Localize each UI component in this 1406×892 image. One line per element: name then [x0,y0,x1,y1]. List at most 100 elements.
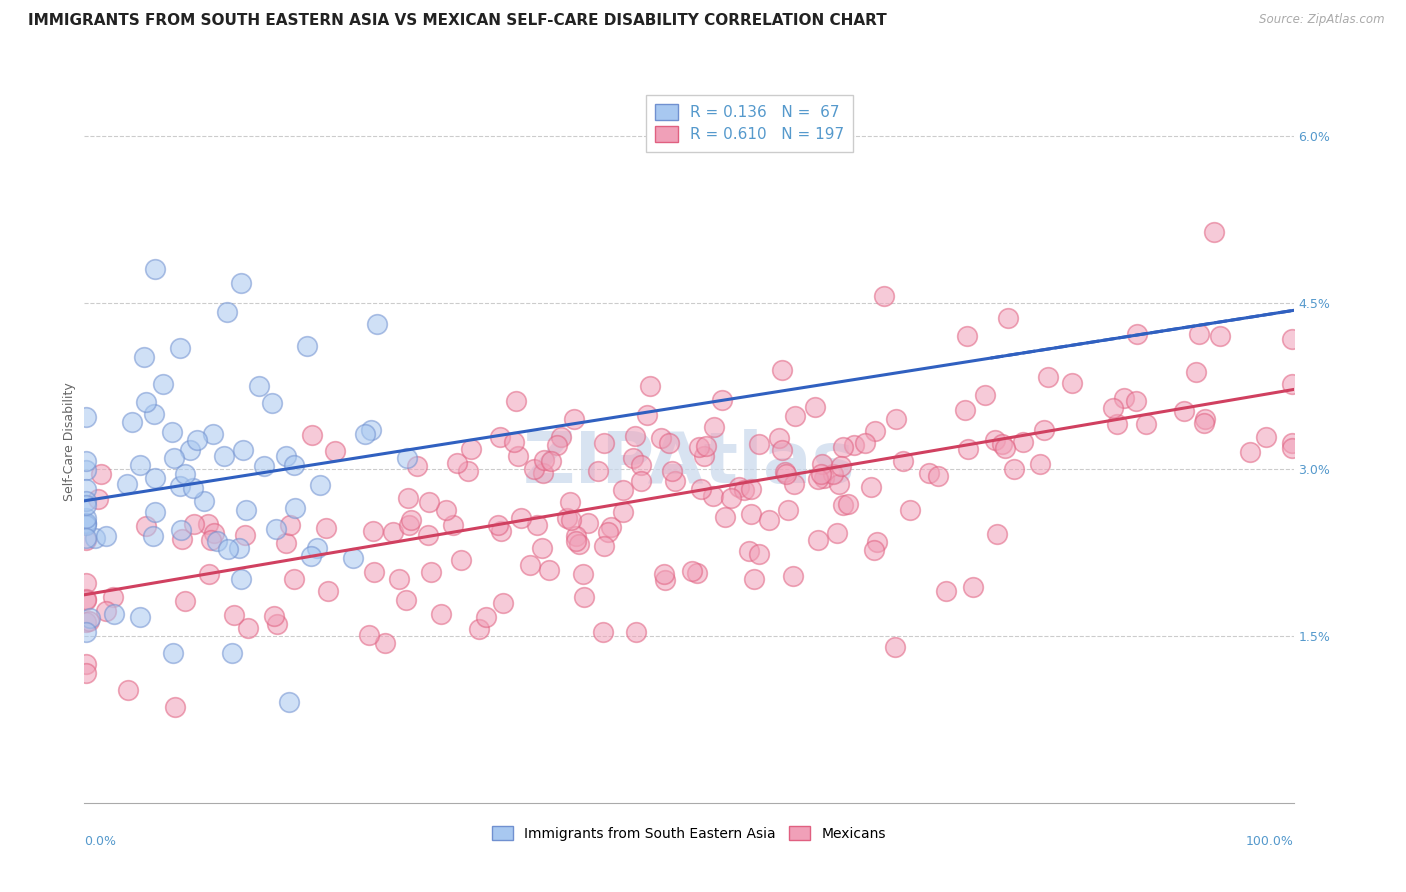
Point [170,532,193,546]
Point [533,452,555,467]
Point [169,341,191,355]
Text: 0.0%: 0.0% [84,835,117,848]
Point [636,408,658,422]
Point [519,558,541,573]
Point [994,441,1017,455]
Point [197,566,219,581]
Point [884,412,907,426]
Point [446,456,468,470]
Point [217,541,239,556]
Point [624,625,647,640]
Point [418,495,440,509]
Point [599,520,621,534]
Point [695,439,717,453]
Point [956,329,979,343]
Legend: Immigrants from South Eastern Asia, Mexicans: Immigrants from South Eastern Asia, Mexi… [486,821,891,847]
Point [75,591,97,606]
Point [853,435,876,450]
Point [772,363,794,377]
Point [748,548,770,562]
Point [75,454,97,468]
Point [143,505,166,519]
Point [828,476,851,491]
Point [388,572,411,586]
Point [450,553,472,567]
Point [174,467,197,481]
Point [75,493,97,508]
Point [571,567,593,582]
Point [420,566,443,580]
Point [253,459,276,474]
Point [1173,404,1195,418]
Point [323,444,346,458]
Point [405,459,427,474]
Point [430,607,453,622]
Point [612,505,634,519]
Point [416,528,439,542]
Point [284,500,307,515]
Point [654,574,676,588]
Point [807,472,830,486]
Point [842,437,865,451]
Point [201,427,224,442]
Point [398,518,420,533]
Point [738,544,761,558]
Point [927,469,949,483]
Point [664,474,686,488]
Point [179,443,201,458]
Point [247,379,270,393]
Point [962,580,984,594]
Point [193,494,215,508]
Point [474,609,496,624]
Point [460,442,482,456]
Point [986,526,1008,541]
Point [782,569,804,583]
Point [316,583,339,598]
Point [733,483,755,497]
Point [75,511,97,525]
Point [115,476,138,491]
Point [468,622,491,636]
Point [215,305,238,319]
Point [623,450,645,465]
Point [395,450,418,465]
Point [359,627,381,641]
Point [143,262,166,277]
Point [75,409,97,424]
Point [1209,328,1232,343]
Point [170,523,193,537]
Point [77,614,100,628]
Point [142,529,165,543]
Point [135,518,157,533]
Point [658,436,681,450]
Point [90,467,112,482]
Point [374,635,396,649]
Point [770,442,793,457]
Point [1114,391,1136,405]
Point [121,416,143,430]
Point [395,593,418,607]
Point [630,475,652,489]
Text: 100.0%: 100.0% [1246,835,1294,848]
Text: IMMIGRANTS FROM SOUTH EASTERN ASIA VS MEXICAN SELF-CARE DISABILITY CORRELATION C: IMMIGRANTS FROM SOUTH EASTERN ASIA VS ME… [28,13,887,29]
Point [546,437,568,451]
Point [202,525,225,540]
Point [221,646,243,660]
Point [75,665,97,680]
Point [825,526,848,541]
Point [557,510,579,524]
Point [264,523,287,537]
Point [307,541,329,555]
Y-axis label: Self-Care Disability: Self-Care Disability [63,382,76,501]
Point [785,409,807,424]
Point [1194,412,1216,426]
Point [207,533,229,548]
Point [457,464,479,478]
Point [222,607,245,622]
Point [592,539,614,553]
Point [1281,436,1303,450]
Point [342,550,364,565]
Point [1135,417,1157,432]
Point [776,503,799,517]
Point [309,477,332,491]
